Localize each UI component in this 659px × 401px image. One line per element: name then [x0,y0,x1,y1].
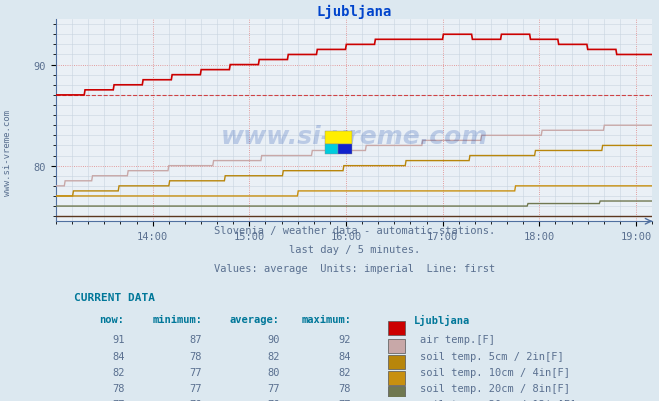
Text: 78: 78 [190,351,202,361]
Text: 76: 76 [267,399,279,401]
Text: 77: 77 [267,383,279,393]
Text: 76: 76 [190,399,202,401]
Text: Ljubljana: Ljubljana [414,315,470,326]
Bar [388,322,405,336]
Text: 80: 80 [267,367,279,377]
Text: 84: 84 [112,351,125,361]
Bar [325,144,338,154]
Text: maximum:: maximum: [301,315,351,324]
Text: www.si-vreme.com: www.si-vreme.com [221,125,488,149]
Text: 82: 82 [112,367,125,377]
Text: air temp.[F]: air temp.[F] [420,334,495,344]
Text: soil temp. 10cm / 4in[F]: soil temp. 10cm / 4in[F] [420,367,570,377]
Text: Values: average  Units: imperial  Line: first: Values: average Units: imperial Line: fi… [214,264,495,274]
Text: 92: 92 [339,334,351,344]
Text: 91: 91 [112,334,125,344]
Text: 90: 90 [267,334,279,344]
Text: 78: 78 [339,383,351,393]
Text: www.si-vreme.com: www.si-vreme.com [3,109,13,195]
Text: 78: 78 [112,383,125,393]
Text: 84: 84 [339,351,351,361]
Bar [388,371,405,385]
Text: 77: 77 [190,383,202,393]
Text: last day / 5 minutes.: last day / 5 minutes. [289,245,420,255]
Text: 77: 77 [339,399,351,401]
Text: now:: now: [100,315,125,324]
Text: soil temp. 30cm / 12in[F]: soil temp. 30cm / 12in[F] [420,399,576,401]
Text: soil temp. 5cm / 2in[F]: soil temp. 5cm / 2in[F] [420,351,563,361]
Bar [388,339,405,353]
Bar [325,132,352,144]
Text: average:: average: [230,315,279,324]
Text: minimum:: minimum: [152,315,202,324]
Text: 77: 77 [190,367,202,377]
Bar [388,387,405,401]
Title: Ljubljana: Ljubljana [316,5,392,19]
Bar [388,355,405,369]
Text: 87: 87 [190,334,202,344]
Text: CURRENT DATA: CURRENT DATA [74,292,155,302]
Text: Slovenia / weather data - automatic stations.: Slovenia / weather data - automatic stat… [214,225,495,235]
Text: soil temp. 20cm / 8in[F]: soil temp. 20cm / 8in[F] [420,383,570,393]
Text: 77: 77 [112,399,125,401]
Text: 82: 82 [339,367,351,377]
Bar [338,144,352,154]
Text: 82: 82 [267,351,279,361]
